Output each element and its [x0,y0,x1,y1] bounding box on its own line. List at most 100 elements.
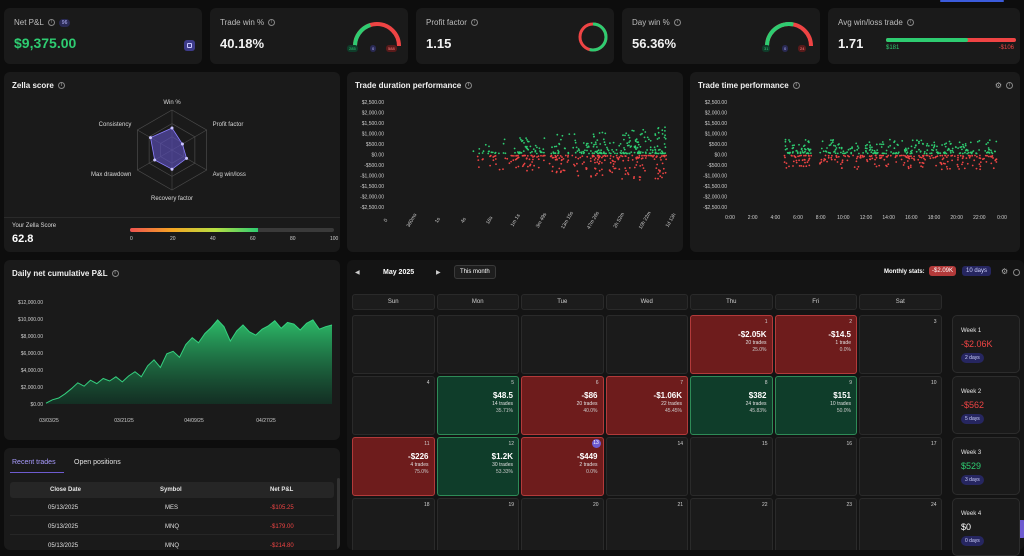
losing-trade-point [548,162,551,165]
weekday-header: Sun [352,294,435,310]
trades-scrollbar[interactable] [337,478,340,550]
calendar-day-cell[interactable]: 5 $48.5 14 trades 35.71% [436,376,519,435]
winning-trade-point [637,141,640,143]
winning-trade-point [595,143,597,145]
settings-icon[interactable]: ⚙ [1001,267,1009,276]
calendar-day-cell[interactable]: 15 [690,437,773,496]
calendar-day-cell[interactable]: 22 [690,498,773,550]
winning-trade-point [604,152,606,155]
losing-trade-point [643,154,645,157]
calendar-day-cell[interactable]: 19 [436,498,519,550]
losing-trade-point [633,166,636,169]
week-label: Week 1 [961,328,982,334]
week-summary-card[interactable]: Week 4 $0 0 days [952,498,1020,556]
losing-trade-point [995,161,998,163]
calendar-day-cell[interactable]: 11 -$226 4 trades 75.0% [352,437,435,496]
losing-trade-point [517,156,520,159]
tab-open-positions[interactable]: Open positions [74,459,121,466]
week-days-badge: 5 days [961,414,984,424]
calendar-day-cell[interactable]: 8 $382 24 trades 45.83% [690,376,773,435]
losing-trade-point [823,159,825,162]
calendar-day-cell[interactable]: 21 [605,498,688,550]
losing-trade-point [636,156,639,159]
calendar-day-cell[interactable] [521,315,604,374]
winning-trade-point [820,147,823,150]
winning-trade-point [651,149,654,152]
header-net-pnl[interactable]: Net P&L [270,487,294,493]
table-row[interactable]: 05/13/2025 MNQ -$214.80 [10,538,334,550]
calendar-day-winrate: 45.83% [749,408,767,414]
calendar-day-cell[interactable]: 17 [859,437,942,496]
losing-trade-point [913,158,915,160]
calendar-day-cell[interactable]: 12 $1.2K 30 trades 53.33% [436,437,519,496]
info-icon[interactable]: i [673,19,681,26]
losing-trade-point [974,154,976,157]
winning-trade-point [910,145,913,148]
trade-win-wins: 285 [347,45,358,52]
week-summary-card[interactable]: Week 1 -$2.06K 2 days [952,315,1020,373]
info-icon[interactable]: i [47,19,55,26]
this-month-button[interactable]: This month [454,265,496,279]
calendar-day-cell[interactable]: 23 [774,498,857,550]
losing-trade-point [656,163,659,166]
calendar-day-cell[interactable]: 24 [859,498,942,550]
winning-trade-point [803,148,806,150]
info-icon[interactable]: i [906,19,914,26]
header-symbol[interactable]: Symbol [160,487,182,493]
winning-trade-point [868,149,871,151]
calendar-day-cell[interactable]: 9 $151 10 trades 50.0% [774,376,857,435]
calendar-day-cell[interactable]: 10 [859,376,942,435]
calendar-day-cell[interactable]: 16 [774,437,857,496]
info-icon[interactable]: i [111,270,119,277]
top-action-button[interactable] [940,0,1004,2]
losing-trade-point [526,169,528,172]
losing-trade-point [622,159,625,162]
calendar-day-cell[interactable]: 1 -$2.05K 20 trades 25.0% [690,315,773,374]
calendar-day-cell[interactable]: 13 -$449 2 trades 0.0% [521,437,604,496]
info-icon[interactable]: i [792,82,800,89]
info-icon[interactable]: i [268,19,276,26]
table-row[interactable]: 05/13/2025 MNQ -$179.00 [10,519,334,535]
header-close-date[interactable]: Close Date [50,487,82,493]
tab-recent-trades[interactable]: Recent trades [12,459,56,466]
table-row[interactable]: 05/13/2025 MES -$105.25 [10,500,334,516]
losing-trade-point [611,171,614,174]
calendar-day-cell[interactable]: 14 [605,437,688,496]
losing-trade-point [988,155,990,158]
calendar-day-cell[interactable] [436,315,519,374]
calendar-day-cell[interactable] [352,315,435,374]
week-summary-card[interactable]: Week 3 $529 3 days [952,437,1020,495]
week-summary-card[interactable]: Week 2 -$562 5 days [952,376,1020,434]
calendar-day-cell[interactable]: 4 [352,376,435,435]
calendar-day-cell[interactable] [605,315,688,374]
winning-trade-point [921,142,924,145]
settings-icon[interactable]: ⚙ [994,81,1002,90]
losing-trade-point [990,155,992,158]
winning-trade-point [635,148,637,150]
losing-trade-point [919,156,921,159]
winning-trade-point [842,152,844,155]
losing-trade-point [808,155,810,157]
info-icon[interactable]: i [1006,82,1013,89]
winning-trade-point [543,137,546,140]
winning-trade-point [575,146,578,149]
calendar-day-cell[interactable]: 2 -$14.5 1 trade 0.0% [774,315,857,374]
calendar-day-cell[interactable]: 3 [859,315,942,374]
y-tick-label: $4,000.00 [21,368,43,374]
calendar-day-trades: 10 trades [830,401,851,407]
week-days-badge: 3 days [961,475,984,485]
winning-trade-point [882,152,885,155]
calendar-day-cell[interactable]: 18 [352,498,435,550]
next-month-icon[interactable]: ▶ [436,270,441,276]
info-icon[interactable]: i [465,82,473,89]
info-icon[interactable]: i [57,82,65,89]
prev-month-icon[interactable]: ◀ [355,270,360,276]
info-icon[interactable] [1013,269,1020,276]
calendar-day-cell[interactable]: 20 [521,498,604,550]
calendar-day-cell[interactable]: 6 -$86 20 trades 40.0% [521,376,604,435]
info-icon[interactable]: i [470,19,478,26]
losing-trade-point [959,154,962,157]
winning-trade-point [659,152,662,154]
calendar-day-cell[interactable]: 7 -$1.06K 22 trades 45.45% [605,376,688,435]
winning-trade-point [831,141,834,143]
